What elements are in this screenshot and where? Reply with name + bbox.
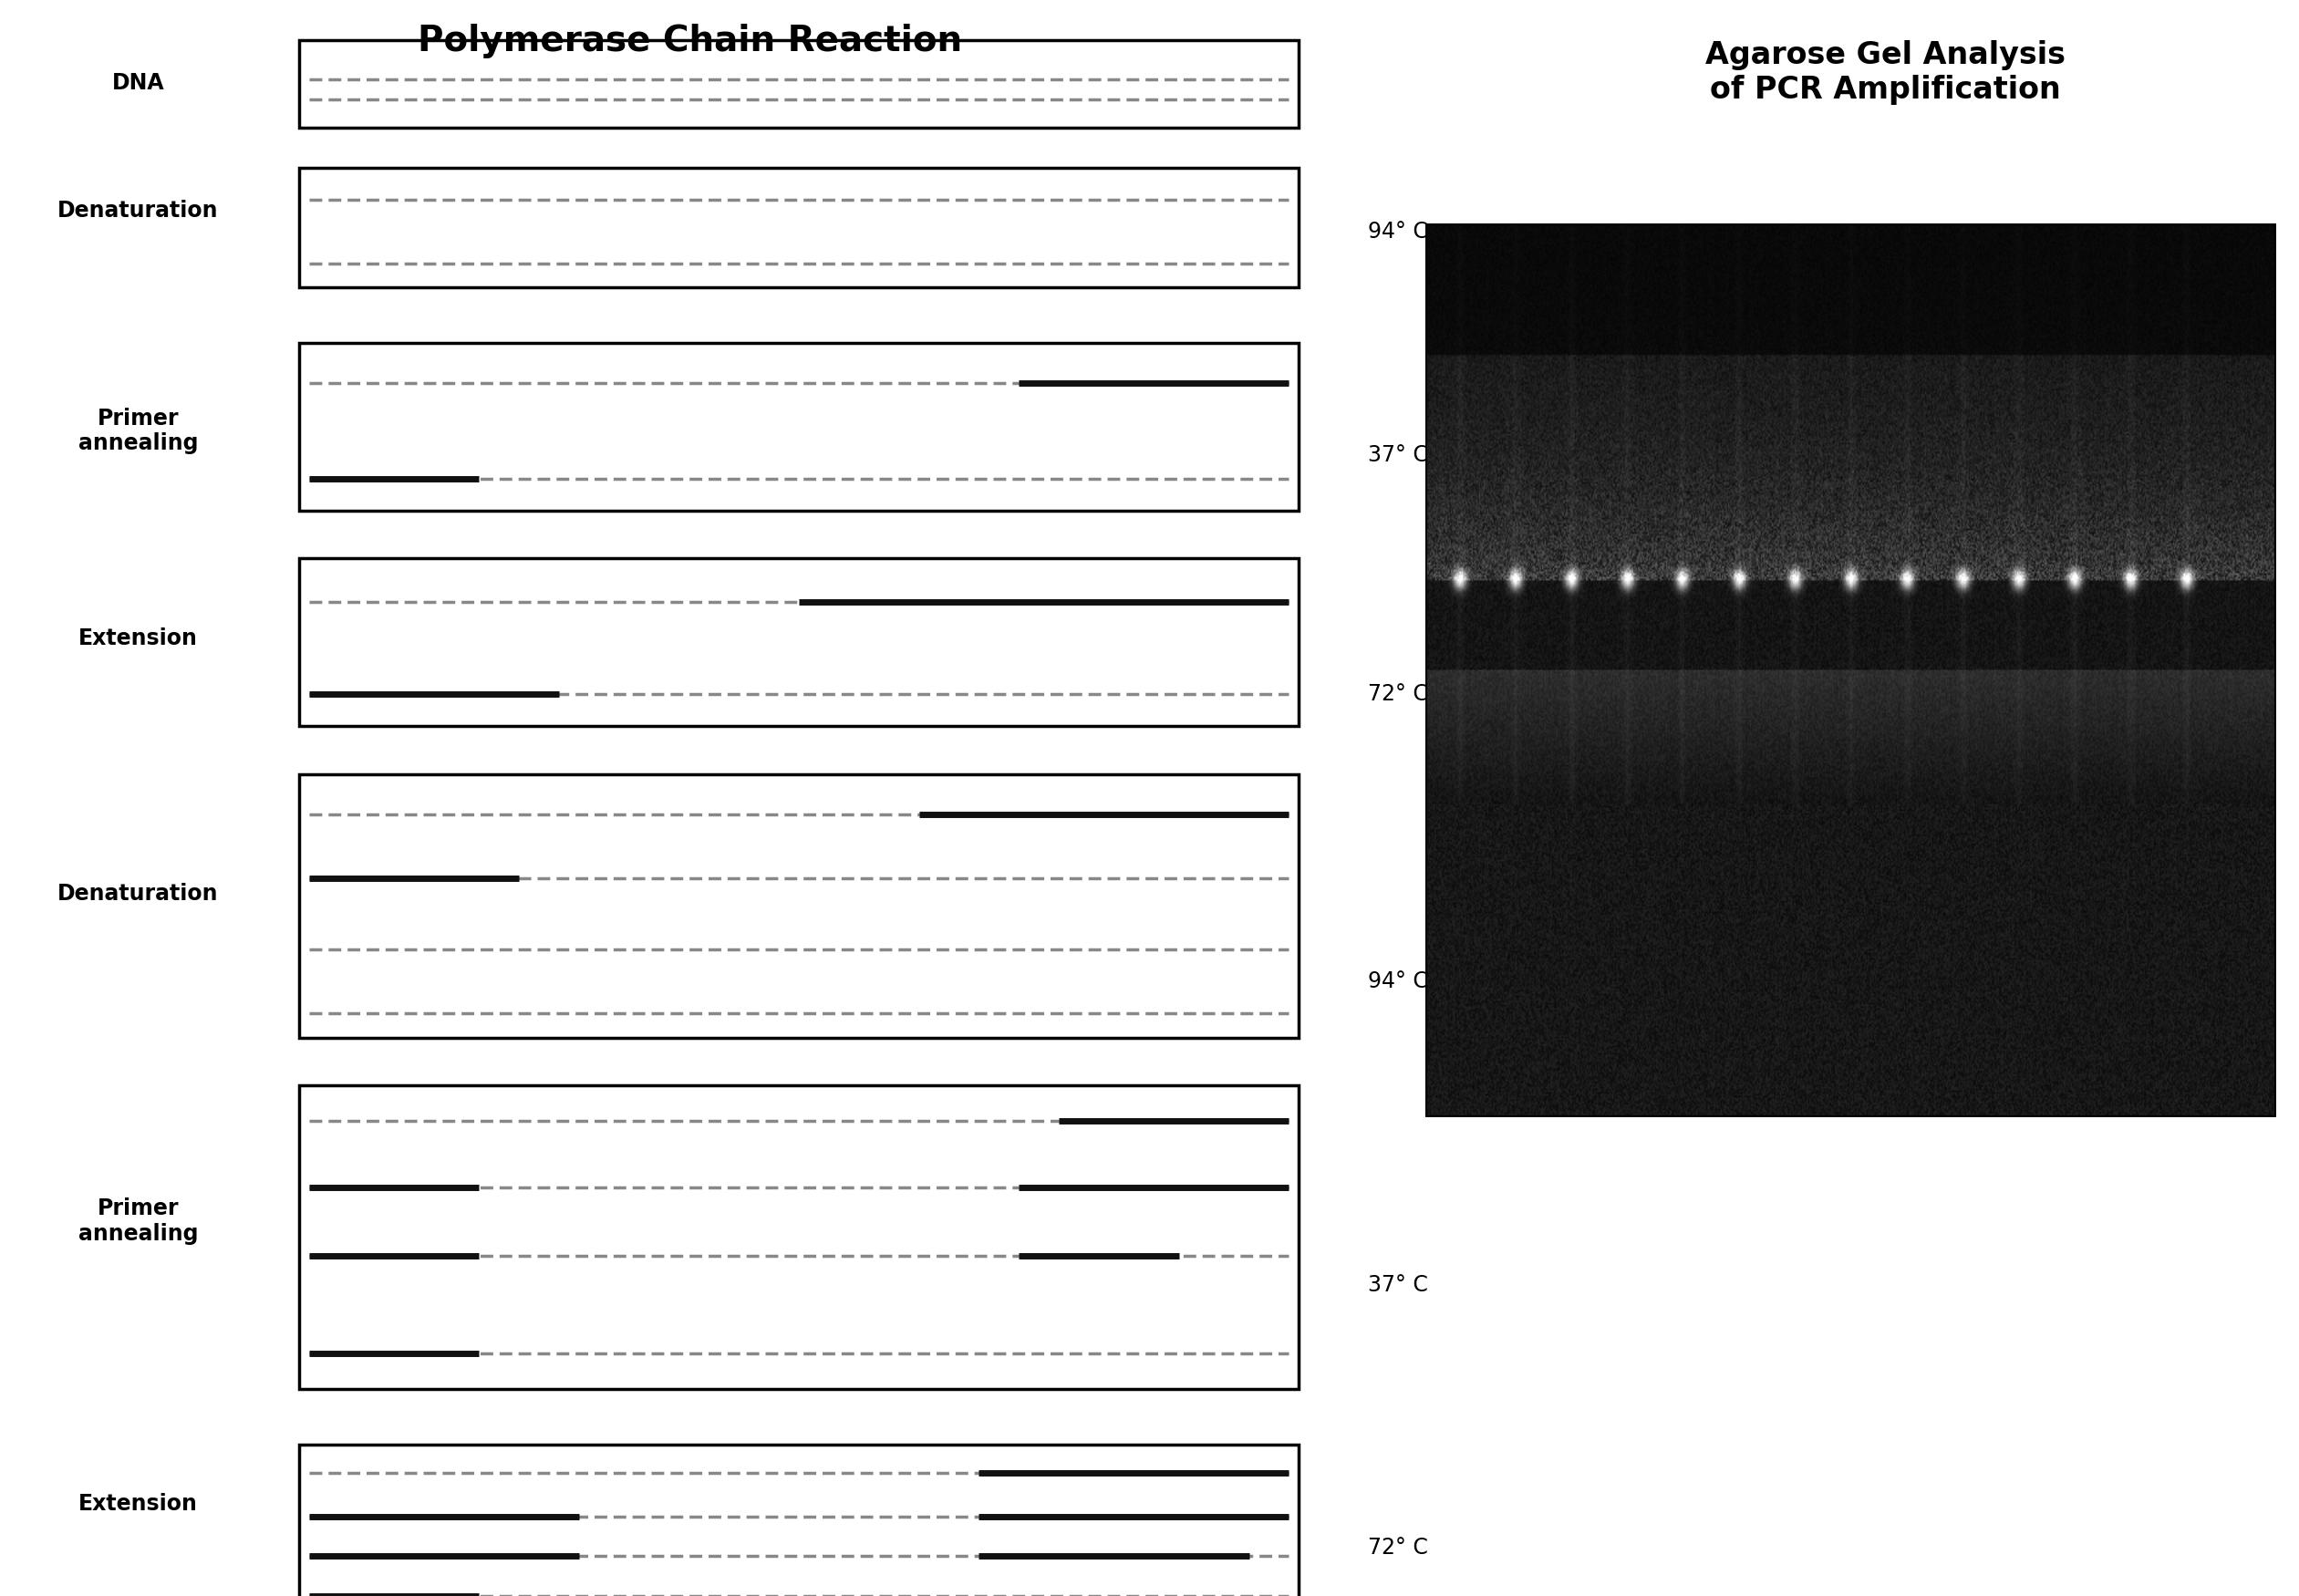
Text: 94° C: 94° C bbox=[1368, 970, 1428, 993]
Text: 37° C: 37° C bbox=[1368, 444, 1428, 466]
Text: Primer
annealing: Primer annealing bbox=[78, 407, 198, 455]
Bar bbox=[299, 1085, 1299, 1389]
Text: 72° C: 72° C bbox=[1368, 1537, 1428, 1559]
Text: 94° C: 94° C bbox=[1368, 220, 1428, 243]
Text: Denaturation: Denaturation bbox=[57, 883, 218, 905]
Bar bbox=[299, 774, 1299, 1037]
Bar bbox=[299, 168, 1299, 287]
Text: 72° C: 72° C bbox=[1368, 683, 1428, 705]
Bar bbox=[299, 40, 1299, 128]
Text: 37° C: 37° C bbox=[1368, 1274, 1428, 1296]
Text: Agarose Gel Analysis
of PCR Amplification: Agarose Gel Analysis of PCR Amplificatio… bbox=[1706, 40, 2065, 105]
Text: Extension: Extension bbox=[78, 1492, 198, 1515]
Bar bbox=[299, 559, 1299, 726]
Text: Polymerase Chain Reaction: Polymerase Chain Reaction bbox=[418, 24, 961, 59]
Text: Extension: Extension bbox=[78, 627, 198, 650]
Text: DNA: DNA bbox=[113, 72, 163, 94]
Bar bbox=[299, 343, 1299, 511]
Text: Primer
annealing: Primer annealing bbox=[78, 1197, 198, 1245]
Text: Denaturation: Denaturation bbox=[57, 200, 218, 222]
Bar bbox=[299, 1444, 1299, 1596]
